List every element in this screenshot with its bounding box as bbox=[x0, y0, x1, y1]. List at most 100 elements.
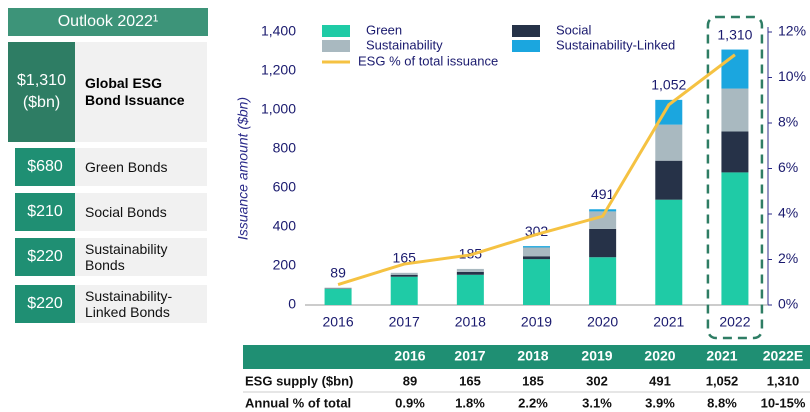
bar-segment bbox=[456, 268, 484, 272]
y2-tick-label: 10% bbox=[778, 68, 806, 84]
item-label: Green Bonds bbox=[75, 148, 207, 186]
table-cell: 89 bbox=[403, 373, 417, 388]
highlight-box bbox=[706, 15, 764, 340]
table-cell: 8.8% bbox=[707, 395, 737, 410]
x-tick-label: 2016 bbox=[322, 314, 353, 330]
table-cell: ESG supply ($bn) bbox=[245, 373, 353, 388]
total-label: 165 bbox=[393, 250, 417, 266]
item-amount: $210 bbox=[15, 193, 75, 231]
bar-segment bbox=[523, 259, 550, 305]
table-header: 2021 bbox=[706, 348, 737, 364]
total-label: 89 bbox=[330, 264, 346, 280]
bar-segment bbox=[456, 274, 484, 305]
item-label: Social Bonds bbox=[75, 193, 207, 231]
legend-swatch bbox=[322, 40, 350, 52]
item-label: Sustainability-Linked Bonds bbox=[75, 285, 207, 323]
y-tick-label: 0 bbox=[288, 296, 296, 312]
legend-swatch bbox=[512, 40, 540, 52]
bar-segment bbox=[523, 256, 550, 260]
x-tick-label: 2021 bbox=[653, 314, 684, 330]
y-tick-label: 1,400 bbox=[261, 23, 296, 39]
bar-segment bbox=[390, 272, 418, 275]
bar-segment bbox=[721, 172, 749, 305]
y-tick-label: 1,000 bbox=[261, 101, 296, 117]
bar-segment bbox=[721, 131, 749, 173]
headline-amount: $1,310 bbox=[17, 72, 66, 89]
total-label: 1,052 bbox=[651, 77, 686, 93]
y2-tick-label: 6% bbox=[778, 159, 798, 175]
table-cell: 185 bbox=[522, 373, 544, 388]
table-header: 2018 bbox=[517, 348, 548, 364]
y-tick-label: 800 bbox=[273, 140, 297, 156]
legend-swatch bbox=[322, 25, 350, 37]
legend-label: ESG % of total issuance bbox=[358, 53, 498, 68]
bar-segment bbox=[390, 274, 418, 277]
bar-segment bbox=[589, 228, 617, 258]
y2-tick-label: 8% bbox=[778, 114, 798, 130]
legend-label: Green bbox=[366, 22, 402, 37]
x-tick-label: 2022 bbox=[719, 314, 750, 330]
bar-segment bbox=[324, 287, 352, 289]
bar-segment bbox=[589, 257, 617, 305]
bar-segment bbox=[655, 199, 683, 305]
bar-segment bbox=[655, 160, 683, 200]
table-header: 2016 bbox=[394, 348, 425, 364]
y2-tick-label: 4% bbox=[778, 205, 798, 221]
table-cell: 0.9% bbox=[395, 395, 425, 410]
table-cell: 10-15% bbox=[761, 395, 806, 410]
item-label: Sustainability Bonds bbox=[75, 238, 207, 276]
table-cell: 165 bbox=[459, 373, 481, 388]
table-cell: Annual % of total bbox=[245, 395, 351, 410]
total-label: 1,310 bbox=[717, 26, 752, 42]
total-label: 491 bbox=[591, 186, 615, 202]
y-tick-label: 400 bbox=[273, 218, 297, 234]
y-tick-label: 600 bbox=[273, 179, 297, 195]
x-tick-label: 2018 bbox=[455, 314, 486, 330]
bar-segment bbox=[456, 271, 484, 275]
table-cell: 2.2% bbox=[518, 395, 548, 410]
item-amount: $220 bbox=[15, 285, 75, 323]
y-tick-label: 1,200 bbox=[261, 62, 296, 78]
esg-share-line bbox=[337, 53, 736, 286]
item-amount: $680 bbox=[15, 148, 75, 186]
y-tick-label: 200 bbox=[273, 257, 297, 273]
headline-box: $1,310 ($bn) bbox=[8, 42, 75, 142]
headline-unit: ($bn) bbox=[22, 94, 61, 111]
x-tick-label: 2019 bbox=[521, 314, 552, 330]
bar-segment bbox=[655, 124, 683, 161]
bar-segment bbox=[589, 211, 617, 229]
y-axis-label: Issuance amount ($bn) bbox=[235, 97, 251, 240]
table-cell: 1,052 bbox=[706, 373, 739, 388]
outlook-title: Outlook 2022¹ bbox=[8, 8, 208, 36]
bar-segment bbox=[721, 88, 749, 132]
y2-tick-label: 0% bbox=[778, 296, 798, 312]
bar-segment bbox=[324, 288, 352, 305]
legend-label: Social bbox=[556, 22, 592, 37]
table-cell: 491 bbox=[649, 373, 671, 388]
legend-swatch bbox=[512, 25, 540, 37]
item-amount: $220 bbox=[15, 238, 75, 276]
bar-segment bbox=[589, 209, 617, 212]
table-cell: 3.9% bbox=[645, 395, 675, 410]
table-cell: 302 bbox=[586, 373, 608, 388]
bar-segment bbox=[390, 276, 418, 305]
bar-segment bbox=[523, 246, 550, 248]
headline-label: Global ESG Bond Issuance bbox=[75, 42, 207, 142]
table-header: 2017 bbox=[454, 348, 485, 364]
table-header-bg bbox=[243, 345, 810, 369]
x-tick-label: 2020 bbox=[587, 314, 618, 330]
table-cell: 3.1% bbox=[582, 395, 612, 410]
legend-label: Sustainability bbox=[366, 37, 443, 52]
y2-tick-label: 12% bbox=[778, 23, 806, 39]
table-header: 2020 bbox=[644, 348, 675, 364]
x-tick-label: 2017 bbox=[389, 314, 420, 330]
table-cell: 1.8% bbox=[455, 395, 485, 410]
legend-label: Sustainability-Linked bbox=[556, 37, 675, 52]
table-header: 2022E bbox=[763, 348, 803, 364]
bar-segment bbox=[523, 247, 550, 257]
table-cell: 1,310 bbox=[767, 373, 800, 388]
y2-tick-label: 2% bbox=[778, 250, 798, 266]
table-header: 2019 bbox=[581, 348, 612, 364]
